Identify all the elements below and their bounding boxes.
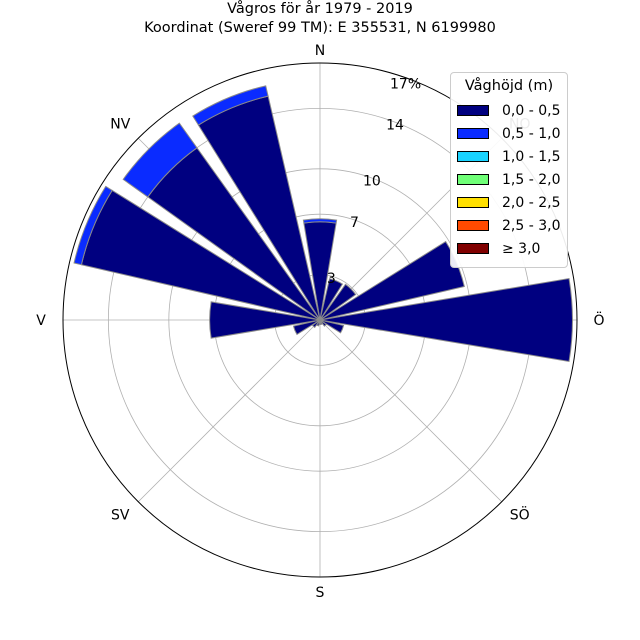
direction-label: Ö: [593, 311, 604, 329]
direction-label: V: [36, 313, 46, 329]
chart-subtitle: Koordinat (Sweref 99 TM): E 355531, N 61…: [144, 20, 496, 36]
radial-tick-label: 7: [350, 215, 359, 231]
legend-item: ≥ 3,0: [457, 241, 565, 259]
grid-spoke: [319, 319, 503, 503]
direction-label: S: [316, 585, 325, 601]
legend-item: 0,0 - 0,5: [457, 103, 565, 121]
rose-sector: [319, 319, 345, 334]
rose-sector: [122, 122, 198, 198]
legend-swatch: [457, 220, 489, 231]
legend-label: 2,5 - 3,0: [502, 218, 561, 234]
rose-sector: [319, 277, 573, 363]
radial-tick-label: 17%: [390, 76, 421, 92]
legend-swatch: [457, 128, 489, 139]
legend: Våghöjd (m) 0,0 - 0,5 0,5 - 1,0 1,0 - 1,…: [450, 72, 568, 268]
polar-frame: [62, 62, 578, 578]
radial-tick-label: 14: [386, 117, 404, 133]
legend-item: 0,5 - 1,0: [457, 126, 565, 144]
legend-label: ≥ 3,0: [502, 241, 541, 257]
legend-swatch: [457, 197, 489, 208]
rose-sector: [192, 85, 269, 126]
legend-item: 1,0 - 1,5: [457, 149, 565, 167]
legend-label: 0,0 - 0,5: [502, 103, 561, 119]
direction-label: SV: [111, 508, 130, 524]
rose-sector: [319, 283, 357, 321]
legend-item: 2,0 - 2,5: [457, 195, 565, 213]
legend-label: 1,5 - 2,0: [502, 172, 561, 188]
chart-title: Vågros för år 1979 - 2019: [227, 1, 413, 17]
legend-swatch: [457, 151, 489, 162]
radial-tick-label: 10: [363, 173, 381, 189]
legend-title: Våghöjd (m): [464, 78, 554, 94]
radial-tick-label: 3: [327, 271, 336, 287]
direction-label: NV: [110, 116, 130, 132]
legend-swatch: [457, 243, 489, 254]
grid-spoke: [137, 319, 321, 503]
legend-item: 1,5 - 2,0: [457, 172, 565, 190]
rose-sector: [302, 218, 338, 224]
direction-label: N: [315, 43, 325, 59]
rose-sector: [311, 319, 321, 329]
legend-swatch: [457, 105, 489, 116]
rose-sector: [319, 278, 344, 321]
rose-sector: [292, 319, 321, 336]
legend-label: 0,5 - 1,0: [502, 126, 561, 142]
rose-sector: [209, 301, 321, 339]
legend-label: 2,0 - 2,5: [502, 195, 561, 211]
legend-label: 1,0 - 1,5: [502, 149, 561, 165]
legend-swatch: [457, 174, 489, 185]
rose-sector: [73, 185, 113, 266]
legend-item: 2,5 - 3,0: [457, 218, 565, 236]
direction-label: SÖ: [510, 506, 530, 524]
